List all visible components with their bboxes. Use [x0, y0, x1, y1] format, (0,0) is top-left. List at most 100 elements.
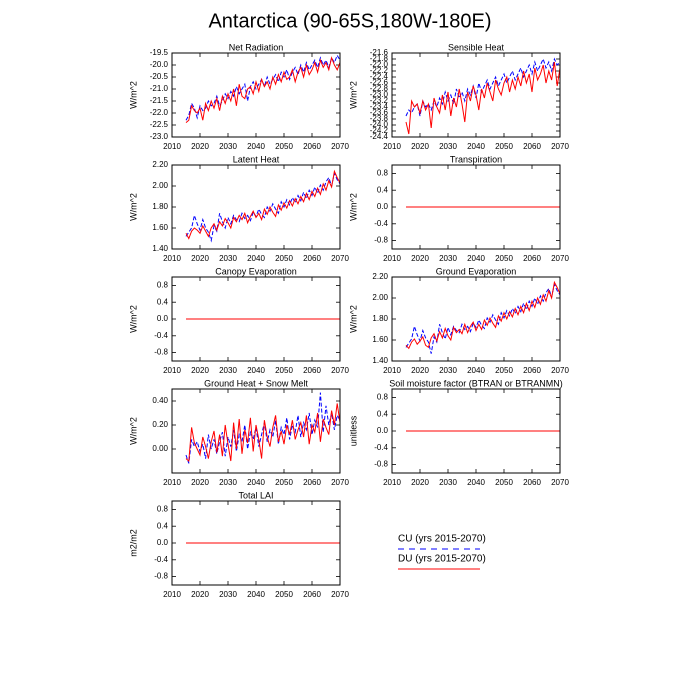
- plot-frame: [171, 388, 341, 474]
- y-tick-label: -0.4: [154, 331, 168, 340]
- x-tick-label: 2050: [275, 590, 293, 599]
- y-axis-label: unitless: [348, 415, 358, 446]
- y-axis-label: W/m^2: [128, 193, 138, 221]
- y-tick-label: -19.5: [150, 48, 169, 57]
- y-axis-label: W/m^2: [128, 417, 138, 445]
- y-tick-label: 0.8: [377, 169, 389, 178]
- y-tick-label: 0.0: [157, 314, 169, 323]
- y-tick-label: 1.80: [152, 202, 168, 211]
- x-tick-label: 2020: [191, 142, 209, 151]
- x-tick-label: 2070: [551, 142, 569, 151]
- series-line: [185, 169, 341, 240]
- y-tick-label: -22.6: [370, 78, 389, 87]
- series-line: [185, 56, 341, 123]
- y-tick-label: 0.40: [152, 396, 168, 405]
- y-tick-label: 0.8: [377, 393, 389, 402]
- y-tick-label: -0.4: [374, 219, 388, 228]
- panel-title: Canopy Evaporation: [215, 266, 297, 276]
- y-tick-label: -21.0: [150, 84, 169, 93]
- y-tick-label: -23.0: [150, 132, 169, 141]
- series-line: [185, 403, 341, 463]
- panel: Canopy Evaporation W/m^2 -0.8 -0.4 0.0 0.4 0.8…: [128, 266, 349, 375]
- plot-frame: [171, 164, 341, 250]
- figure-title: Antarctica (90-65S,180W-180E): [208, 10, 491, 32]
- y-axis-label: W/m^2: [348, 81, 358, 109]
- panel-title: Soil moisture factor (BTRAN or BTRANMN): [389, 378, 563, 388]
- y-tick-label: 1.80: [372, 314, 388, 323]
- y-axis-label: m2/m2: [128, 529, 138, 557]
- y-axis-label: W/m^2: [348, 193, 358, 221]
- x-tick-label: 2050: [495, 366, 513, 375]
- plot-frame: [391, 52, 561, 138]
- panel: Ground Heat + Snow Melt W/m^2 0.00 0.20 0.40…: [128, 378, 349, 487]
- y-tick-label: 1.40: [152, 244, 168, 253]
- y-tick-label: 0.00: [152, 444, 168, 453]
- y-axis-label: W/m^2: [348, 305, 358, 333]
- x-tick-label: 2050: [275, 254, 293, 263]
- y-tick-label: 2.00: [372, 293, 388, 302]
- series-line: [185, 171, 341, 243]
- y-tick-label: -20.5: [150, 72, 169, 81]
- x-tick-label: 2040: [467, 366, 485, 375]
- x-tick-label: 2040: [467, 254, 485, 263]
- y-tick-label: 1.60: [152, 223, 168, 232]
- x-tick-label: 2020: [411, 366, 429, 375]
- legend-label: CU (yrs 2015-2070): [398, 534, 486, 545]
- x-tick-label: 2030: [439, 366, 457, 375]
- x-tick-label: 2040: [247, 366, 265, 375]
- x-tick-label: 2020: [191, 590, 209, 599]
- panel: Sensible HeatW/m^2-24.4-24.2-24.0-23.8-2…: [348, 42, 569, 151]
- x-tick-label: 2040: [247, 142, 265, 151]
- y-tick-label: 1.60: [372, 335, 388, 344]
- x-tick-label: 2070: [331, 366, 349, 375]
- x-tick-label: 2070: [551, 254, 569, 263]
- x-tick-label: 2070: [331, 590, 349, 599]
- x-tick-label: 2060: [303, 478, 321, 487]
- y-tick-label: 2.20: [372, 272, 388, 281]
- series-line: [405, 57, 561, 117]
- y-tick-label: -23.4: [370, 102, 389, 111]
- y-tick-label: 2.00: [152, 181, 168, 190]
- x-tick-label: 2050: [275, 142, 293, 151]
- x-tick-label: 2030: [439, 478, 457, 487]
- y-tick-label: -21.5: [150, 96, 169, 105]
- y-tick-label: -24.4: [370, 132, 389, 141]
- x-tick-label: 2050: [275, 366, 293, 375]
- x-tick-label: 2030: [439, 254, 457, 263]
- x-tick-label: 2010: [383, 366, 401, 375]
- y-tick-label: -24.2: [370, 126, 389, 135]
- x-tick-label: 2070: [331, 478, 349, 487]
- y-tick-label: -21.6: [370, 48, 389, 57]
- legend-label: DU (yrs 2015-2070): [398, 554, 486, 565]
- y-tick-label: -0.4: [154, 555, 168, 564]
- y-tick-label: 0.0: [377, 202, 389, 211]
- panel-title: Net Radiation: [229, 42, 284, 52]
- y-tick-label: 2.20: [152, 160, 168, 169]
- y-tick-label: 0.4: [377, 185, 389, 194]
- y-tick-label: 1.40: [372, 356, 388, 365]
- x-tick-label: 2060: [303, 590, 321, 599]
- x-tick-label: 2060: [523, 478, 541, 487]
- y-tick-label: -23.8: [370, 114, 389, 123]
- x-tick-label: 2020: [411, 254, 429, 263]
- plot-frame: [391, 164, 561, 250]
- y-tick-label: -0.4: [374, 443, 388, 452]
- plot-frame: [391, 388, 561, 474]
- x-tick-label: 2070: [331, 254, 349, 263]
- y-tick-label: -0.8: [154, 348, 168, 357]
- panel-title: Ground Heat + Snow Melt: [204, 378, 308, 388]
- y-tick-label: -0.8: [374, 236, 388, 245]
- series-line: [405, 280, 561, 350]
- x-tick-label: 2050: [275, 478, 293, 487]
- plot-frame: [171, 52, 341, 138]
- y-tick-label: 0.4: [377, 409, 389, 418]
- x-tick-label: 2060: [303, 142, 321, 151]
- x-tick-label: 2030: [219, 366, 237, 375]
- x-tick-label: 2060: [523, 366, 541, 375]
- x-tick-label: 2070: [551, 478, 569, 487]
- y-tick-label: -0.8: [154, 572, 168, 581]
- x-tick-label: 2040: [467, 142, 485, 151]
- y-tick-label: -20.0: [150, 60, 169, 69]
- x-tick-label: 2020: [191, 478, 209, 487]
